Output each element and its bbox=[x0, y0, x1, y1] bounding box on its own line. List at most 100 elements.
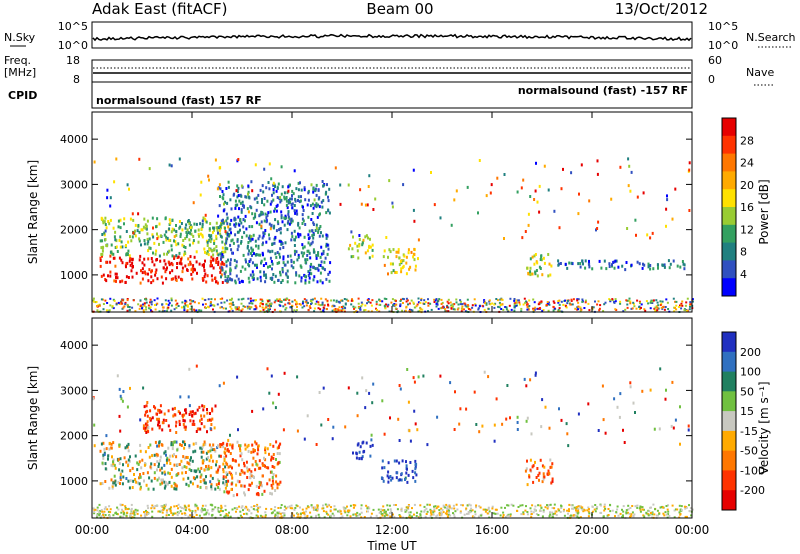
power-ground-cell bbox=[662, 305, 665, 308]
power-ground-cell bbox=[437, 307, 440, 310]
power-ground-cell bbox=[153, 299, 156, 302]
velocity-cell bbox=[156, 444, 159, 448]
power-sparse-cell bbox=[168, 163, 171, 167]
power-colorbar-swatch bbox=[722, 118, 736, 137]
velocity-ground-cell bbox=[297, 513, 300, 516]
power-cell bbox=[101, 239, 104, 243]
power-cell bbox=[312, 250, 315, 254]
velocity-ground-cell bbox=[143, 511, 145, 513]
velocity-ground-cell bbox=[356, 511, 359, 514]
velocity-cell bbox=[224, 486, 227, 490]
velocity-cell bbox=[236, 479, 239, 483]
velocity-cell bbox=[140, 466, 143, 470]
velocity-ground-cell bbox=[146, 504, 149, 507]
power-cell bbox=[311, 234, 314, 238]
velocity-cell bbox=[210, 454, 213, 458]
power-cell bbox=[253, 252, 255, 256]
power-cell bbox=[222, 209, 225, 213]
power-ground-cell bbox=[342, 308, 345, 311]
power-ground-cell bbox=[608, 298, 611, 301]
power-cell bbox=[245, 227, 248, 231]
power-ground-cell bbox=[331, 309, 334, 312]
velocity-cell bbox=[125, 460, 128, 464]
power-ground-cell bbox=[126, 298, 129, 300]
power-sparse-cell bbox=[156, 237, 159, 241]
velocity-cell bbox=[191, 413, 194, 417]
power-ground-cell bbox=[357, 302, 360, 305]
power-ground-cell bbox=[399, 305, 402, 308]
velocity-cell bbox=[157, 423, 159, 427]
velocity-ground-cell bbox=[124, 507, 127, 509]
power-ground-cell bbox=[234, 307, 237, 310]
power-sparse-cell bbox=[674, 187, 677, 191]
power-cell bbox=[603, 259, 606, 263]
velocity-cell bbox=[184, 427, 187, 431]
power-cell bbox=[320, 200, 323, 204]
velocity-cell bbox=[205, 475, 207, 479]
power-cell bbox=[219, 270, 222, 274]
power-ground-cell bbox=[513, 305, 516, 307]
power-cell bbox=[165, 268, 168, 271]
power-cell bbox=[405, 272, 408, 276]
velocity-ground-cell bbox=[286, 506, 289, 509]
velocity-ground-cell bbox=[379, 510, 382, 513]
velocity-ground-cell bbox=[310, 504, 313, 507]
power-cell bbox=[548, 262, 551, 266]
velocity-ground-cell bbox=[653, 513, 656, 516]
power-cell bbox=[168, 249, 171, 253]
power-cell bbox=[257, 193, 260, 197]
power-cell bbox=[307, 237, 310, 241]
power-cell bbox=[352, 255, 355, 258]
velocity-ground-cell bbox=[115, 513, 118, 515]
velocity-sparse-cell bbox=[119, 429, 122, 433]
power-cell bbox=[224, 250, 227, 254]
power-cell bbox=[325, 277, 328, 281]
velocity-cell bbox=[223, 482, 226, 486]
power-ground-cell bbox=[661, 307, 664, 310]
velocity-ground-cell bbox=[641, 508, 644, 511]
velocity-cell bbox=[142, 472, 145, 475]
power-ground-cell bbox=[322, 309, 325, 312]
power-cell bbox=[272, 226, 275, 230]
velocity-ground-cell bbox=[576, 512, 579, 515]
velocity-ground-cell bbox=[436, 514, 439, 517]
velocity-cell bbox=[118, 461, 121, 465]
power-cell bbox=[284, 214, 287, 218]
power-ground-cell bbox=[407, 303, 409, 306]
velocity-sparse-cell bbox=[370, 433, 373, 437]
velocity-ground-cell bbox=[582, 510, 585, 513]
velocity-cell bbox=[157, 420, 160, 424]
power-ground-cell bbox=[276, 298, 278, 301]
power-cell bbox=[187, 219, 190, 222]
velocity-cell bbox=[210, 423, 213, 426]
power-ground-cell bbox=[143, 304, 146, 307]
velocity-ground-cell bbox=[387, 508, 390, 511]
velocity-ground-cell bbox=[440, 507, 443, 510]
power-cell bbox=[641, 266, 644, 270]
velocity-cell bbox=[365, 441, 368, 445]
velocity-cell bbox=[147, 430, 150, 434]
velocity-cell bbox=[412, 476, 415, 480]
velocity-cell bbox=[129, 479, 132, 483]
power-cell bbox=[137, 224, 140, 227]
velocity-sparse-cell bbox=[222, 381, 225, 385]
power-ground-cell bbox=[525, 303, 528, 306]
velocity-cell bbox=[208, 443, 211, 447]
velocity-ground-cell bbox=[568, 515, 571, 517]
power-ground-cell bbox=[285, 306, 288, 309]
nsky-panel-frame bbox=[91, 21, 693, 49]
power-cell bbox=[238, 207, 240, 211]
power-ground-cell bbox=[221, 297, 224, 300]
velocity-ground-cell bbox=[435, 507, 438, 510]
power-ground-cell bbox=[686, 297, 689, 300]
power-cell bbox=[145, 227, 148, 231]
power-cell bbox=[245, 195, 248, 199]
power-cell bbox=[125, 244, 127, 247]
velocity-ground-cell bbox=[98, 511, 101, 514]
velocity-cell bbox=[146, 409, 149, 413]
velocity-ground-cell bbox=[568, 508, 570, 511]
velocity-ground-cell bbox=[625, 511, 628, 514]
power-sparse-cell bbox=[279, 200, 282, 204]
power-sparse-cell bbox=[477, 211, 479, 215]
power-sparse-cell bbox=[207, 174, 210, 178]
